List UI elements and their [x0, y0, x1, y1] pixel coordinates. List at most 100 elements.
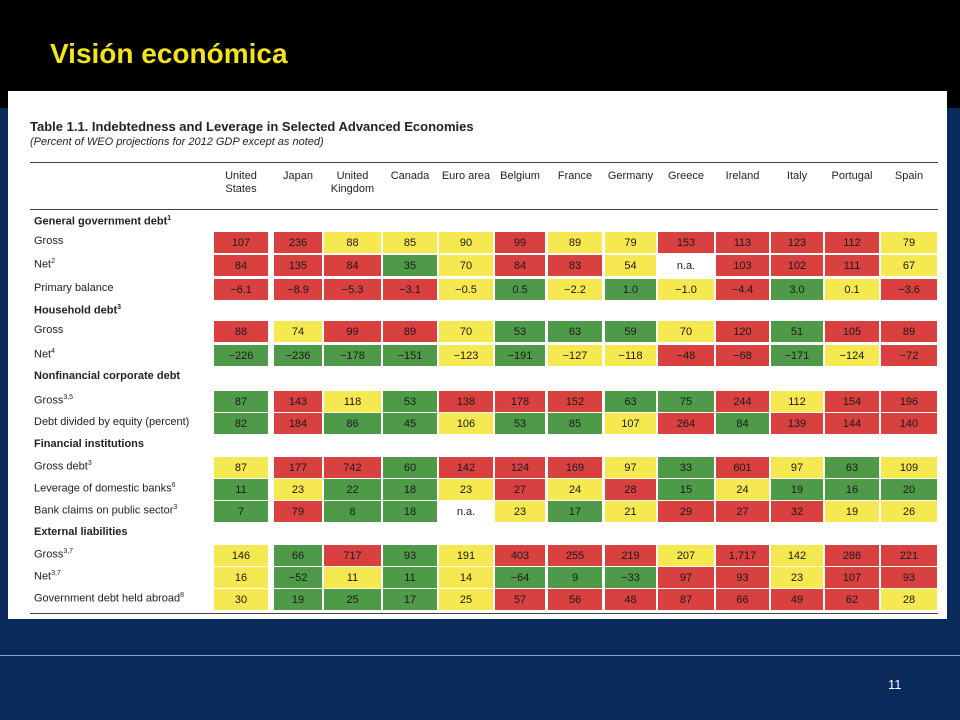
row-label-text: External liabilities: [34, 526, 128, 538]
table-cell: −226: [214, 345, 268, 366]
row-label: Gross: [34, 235, 63, 247]
table-cell: −72: [881, 345, 937, 366]
table-cell: 93: [383, 545, 437, 566]
table-cell: 93: [716, 567, 769, 588]
table-cell: 84: [214, 255, 268, 276]
table-cell: −8.9: [274, 279, 322, 300]
table-cell: 184: [274, 413, 322, 434]
row-label: Net3,7: [34, 570, 61, 583]
table-top-rule: [30, 162, 938, 163]
table-cell: 33: [658, 457, 714, 478]
table-cell: 89: [383, 321, 437, 342]
table-cell: 191: [439, 545, 493, 566]
table-cell: 87: [214, 457, 268, 478]
table-cell: 89: [548, 232, 602, 253]
table-cell: 120: [716, 321, 769, 342]
column-header: Euro area: [441, 170, 491, 182]
table-cell: −1.0: [658, 279, 714, 300]
table-cell: −178: [324, 345, 381, 366]
row-label-text: Net: [34, 348, 52, 361]
table-cell: −127: [548, 345, 602, 366]
table-cell: 85: [548, 413, 602, 434]
table-cell: 15: [658, 479, 714, 500]
column-header: Belgium: [500, 170, 540, 182]
table-cell: 207: [658, 545, 714, 566]
table-cell: 112: [825, 232, 879, 253]
row-label: Leverage of domestic banks6: [34, 482, 176, 495]
row-label: Debt divided by equity (percent): [34, 416, 189, 428]
row-label-text: Household debt: [34, 304, 118, 317]
table-panel: Table 1.1. Indebtedness and Leverage in …: [8, 91, 947, 619]
row-label-text: Primary balance: [34, 282, 114, 294]
table-cell: −52: [274, 567, 322, 588]
table-cell: 70: [439, 321, 493, 342]
table-cell: 139: [771, 413, 823, 434]
row-label: Gross debt3: [34, 460, 92, 473]
table-cell: 79: [605, 232, 656, 253]
table-cell: 138: [439, 391, 493, 412]
footnote-marker: 3: [87, 460, 92, 467]
table-cell: 67: [881, 255, 937, 276]
table-cell: 135: [274, 255, 322, 276]
table-cell: 144: [825, 413, 879, 434]
table-cell: 7: [214, 501, 268, 522]
table-cell: 18: [383, 501, 437, 522]
table-cell: 66: [716, 589, 769, 610]
row-label: Net2: [34, 258, 55, 271]
table-cell: 23: [274, 479, 322, 500]
table-cell: 63: [605, 391, 656, 412]
table-cell: 22: [324, 479, 381, 500]
row-label-text: General government debt: [34, 215, 168, 228]
table-cell: n.a.: [439, 501, 493, 522]
row-label-text: Gross: [34, 394, 64, 407]
table-cell: 86: [324, 413, 381, 434]
row-label-text: Net: [34, 258, 52, 271]
table-cell: 219: [605, 545, 656, 566]
table-cell: −171: [771, 345, 823, 366]
table-cell: 146: [214, 545, 268, 566]
section-label: Household debt3: [34, 304, 121, 317]
table-cell: 221: [881, 545, 937, 566]
table-cell: 152: [548, 391, 602, 412]
footnote-marker: 3,7: [63, 548, 74, 555]
table-cell: 123: [771, 232, 823, 253]
table-cell: 27: [495, 479, 545, 500]
table-cell: 403: [495, 545, 545, 566]
table-cell: 97: [605, 457, 656, 478]
table-cell: 19: [825, 501, 879, 522]
table-cell: 56: [548, 589, 602, 610]
table-cell: 102: [771, 255, 823, 276]
table-title: Table 1.1. Indebtedness and Leverage in …: [30, 119, 474, 134]
footnote-marker: 3,5: [63, 394, 74, 401]
title-bar: [0, 0, 960, 108]
table-cell: 19: [771, 479, 823, 500]
table-cell: 28: [605, 479, 656, 500]
table-cell: 97: [658, 567, 714, 588]
table-cell: 75: [658, 391, 714, 412]
table-cell: 45: [383, 413, 437, 434]
table-cell: 29: [658, 501, 714, 522]
table-cell: −33: [605, 567, 656, 588]
table-cell: −64: [495, 567, 545, 588]
table-cell: 11: [214, 479, 268, 500]
table-cell: 30: [214, 589, 268, 610]
table-cell: −123: [439, 345, 493, 366]
table-cell: 97: [771, 457, 823, 478]
page-number: 11: [888, 677, 902, 692]
row-label: Net4: [34, 348, 55, 361]
table-cell: 107: [214, 232, 268, 253]
column-header: Portugal: [831, 170, 873, 182]
table-cell: 24: [716, 479, 769, 500]
table-cell: 9: [548, 567, 602, 588]
section-label: General government debt1: [34, 215, 171, 228]
table-cell: 124: [495, 457, 545, 478]
table-cell: 23: [495, 501, 545, 522]
column-header: United States: [225, 170, 257, 195]
table-cell: 11: [324, 567, 381, 588]
table-cell: 53: [383, 391, 437, 412]
table-cell: 255: [548, 545, 602, 566]
table-cell: 89: [881, 321, 937, 342]
table-cell: 103: [716, 255, 769, 276]
column-header: United Kingdom: [330, 170, 375, 195]
table-cell: 105: [825, 321, 879, 342]
